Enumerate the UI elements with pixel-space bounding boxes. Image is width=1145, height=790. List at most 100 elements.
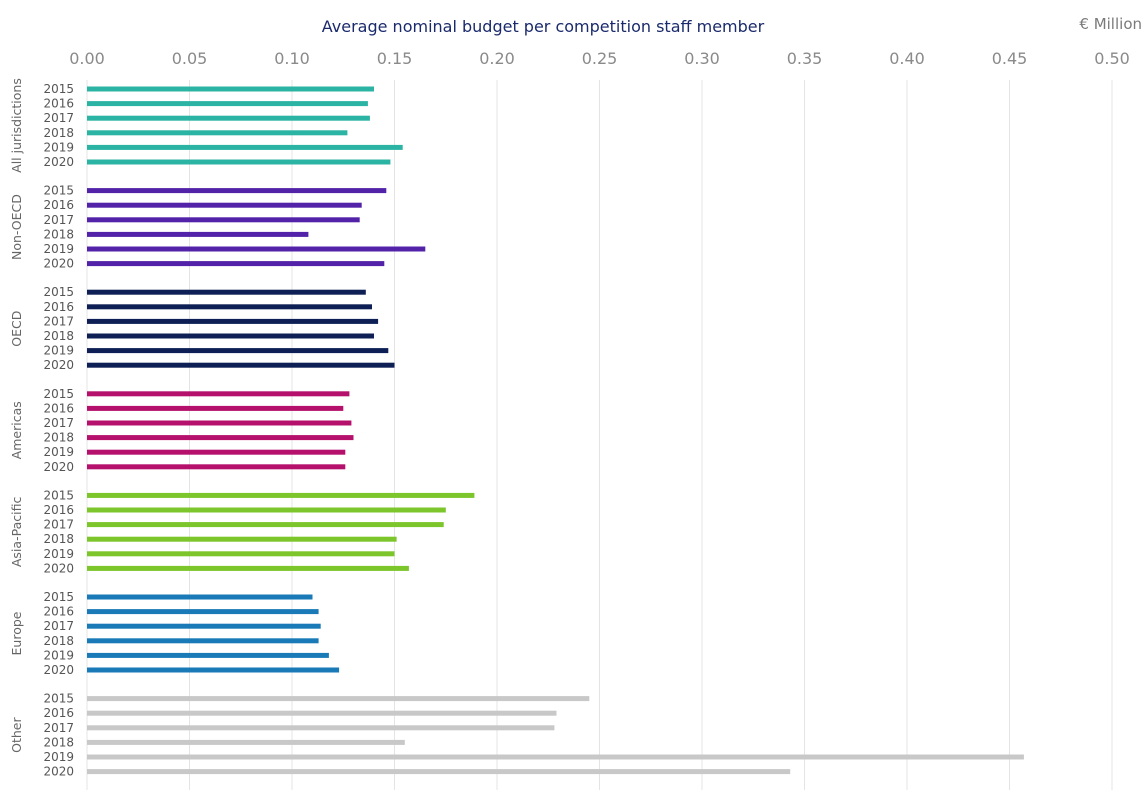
bar xyxy=(87,261,385,267)
year-label: 2015 xyxy=(43,387,74,401)
x-tick-label: 0.45 xyxy=(992,49,1028,68)
bar xyxy=(87,333,374,339)
x-tick-label: 0.40 xyxy=(889,49,925,68)
bar xyxy=(87,391,350,397)
year-label: 2015 xyxy=(43,692,74,706)
year-label: 2017 xyxy=(43,213,74,227)
bar xyxy=(87,609,319,615)
year-label: 2020 xyxy=(43,155,74,169)
year-label: 2017 xyxy=(43,518,74,532)
year-label: 2019 xyxy=(43,648,74,662)
bar xyxy=(87,405,344,411)
year-label: 2017 xyxy=(43,619,74,633)
group-label: All jurisdictions xyxy=(9,78,24,173)
bar xyxy=(87,289,366,295)
year-label: 2015 xyxy=(43,590,74,604)
bar xyxy=(87,217,360,223)
bar xyxy=(87,348,389,354)
bar xyxy=(87,769,791,775)
year-label: 2020 xyxy=(43,663,74,677)
year-label: 2016 xyxy=(43,300,74,314)
year-label: 2016 xyxy=(43,503,74,517)
x-tick-label: 0.30 xyxy=(684,49,720,68)
year-label: 2020 xyxy=(43,765,74,779)
bar xyxy=(87,594,313,600)
bar xyxy=(87,725,555,731)
bar xyxy=(87,507,446,513)
bar xyxy=(87,231,309,237)
bar xyxy=(87,101,368,107)
bar xyxy=(87,551,395,557)
gridlines xyxy=(86,80,1113,790)
bar xyxy=(87,522,444,528)
group-label: Americas xyxy=(9,401,24,459)
year-label: 2019 xyxy=(43,445,74,459)
year-label: 2015 xyxy=(43,184,74,198)
year-label: 2016 xyxy=(43,97,74,111)
x-tick-label: 0.25 xyxy=(582,49,618,68)
year-label: 2018 xyxy=(43,329,74,343)
year-label: 2019 xyxy=(43,750,74,764)
group-label: OECD xyxy=(9,311,24,347)
bar xyxy=(87,435,354,441)
bar xyxy=(87,464,346,470)
bar xyxy=(87,318,379,324)
bar xyxy=(87,667,340,673)
year-label: 2020 xyxy=(43,460,74,474)
year-label: 2019 xyxy=(43,242,74,256)
x-tick-label: 0.50 xyxy=(1094,49,1130,68)
unit-label: € Million xyxy=(1079,15,1142,33)
x-axis-ticks: 0.00 0.05 0.10 0.15 0.20 0.25 0.30 0.35 0.40 0.45… xyxy=(69,49,1130,68)
year-label: 2015 xyxy=(43,82,74,96)
bar xyxy=(87,159,391,165)
bar xyxy=(87,536,397,542)
group-label: Europe xyxy=(9,611,24,655)
bar xyxy=(87,652,329,658)
year-label: 2015 xyxy=(43,488,74,502)
year-label: 2016 xyxy=(43,198,74,212)
chart-title: Average nominal budget per competition s… xyxy=(322,17,765,36)
bar xyxy=(87,188,387,194)
bar xyxy=(87,362,395,368)
year-label: 2015 xyxy=(43,285,74,299)
x-tick-label: 0.20 xyxy=(479,49,515,68)
bar xyxy=(87,130,348,136)
bar xyxy=(87,638,319,644)
bar xyxy=(87,492,475,498)
year-label: 2018 xyxy=(43,634,74,648)
bar xyxy=(87,86,374,92)
x-tick-label: 0.10 xyxy=(274,49,310,68)
year-label: 2018 xyxy=(43,227,74,241)
bar xyxy=(87,420,352,426)
year-label: 2017 xyxy=(43,111,74,125)
x-tick-label: 0.05 xyxy=(172,49,208,68)
group-label: Asia-Pacific xyxy=(9,497,24,568)
year-label: 2020 xyxy=(43,561,74,575)
bar xyxy=(87,144,403,150)
year-label: 2016 xyxy=(43,401,74,415)
year-label: 2018 xyxy=(43,126,74,140)
x-tick-label: 0.15 xyxy=(377,49,413,68)
year-label: 2018 xyxy=(43,532,74,546)
bar xyxy=(87,754,1024,760)
year-label: 2018 xyxy=(43,735,74,749)
bar-groups: All jurisdictions 20152016201720182019202… xyxy=(9,78,1024,779)
year-label: 2019 xyxy=(43,140,74,154)
year-label: 2017 xyxy=(43,416,74,430)
year-label: 2016 xyxy=(43,706,74,720)
bar xyxy=(87,115,370,121)
group-label: Other xyxy=(9,716,24,752)
bar-group: All jurisdictions 20152016201720182019202… xyxy=(9,78,403,173)
year-label: 2020 xyxy=(43,358,74,372)
bar xyxy=(87,710,557,716)
bar xyxy=(87,202,362,208)
x-tick-label: 0.35 xyxy=(787,49,823,68)
x-tick-label: 0.00 xyxy=(69,49,105,68)
year-label: 2017 xyxy=(43,314,74,328)
